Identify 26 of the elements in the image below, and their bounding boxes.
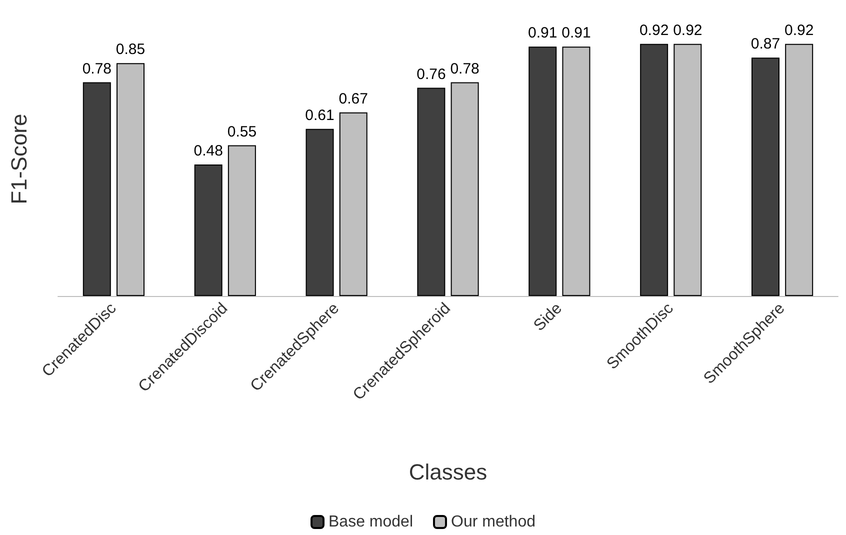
data-label: 0.48 — [194, 142, 223, 160]
data-label: 0.91 — [562, 24, 591, 42]
data-label: 0.61 — [305, 106, 334, 124]
bar — [751, 58, 780, 296]
bar — [528, 46, 557, 296]
data-label: 0.67 — [338, 90, 368, 108]
data-label: 0.92 — [639, 22, 669, 39]
data-label: 0.55 — [227, 123, 257, 140]
data-label: 0.78 — [450, 60, 480, 78]
bar — [82, 82, 111, 296]
legend-label: Base model — [328, 514, 414, 530]
x-axis-title: Classes — [408, 460, 488, 484]
data-label: 0.87 — [750, 36, 780, 53]
bar — [194, 164, 222, 296]
data-label: 0.85 — [116, 41, 146, 58]
legend-label: Our method — [451, 514, 536, 530]
bar — [306, 128, 334, 296]
data-label: 0.91 — [528, 24, 558, 42]
x-tick-label: Side — [530, 300, 566, 335]
y-axis-title: F1-Score — [6, 114, 32, 204]
data-label: 0.92 — [784, 22, 814, 39]
data-label: 0.76 — [416, 66, 446, 83]
bar — [417, 88, 446, 296]
data-label: 0.78 — [82, 60, 112, 78]
bar — [640, 44, 668, 296]
data-label: 0.92 — [673, 22, 702, 39]
